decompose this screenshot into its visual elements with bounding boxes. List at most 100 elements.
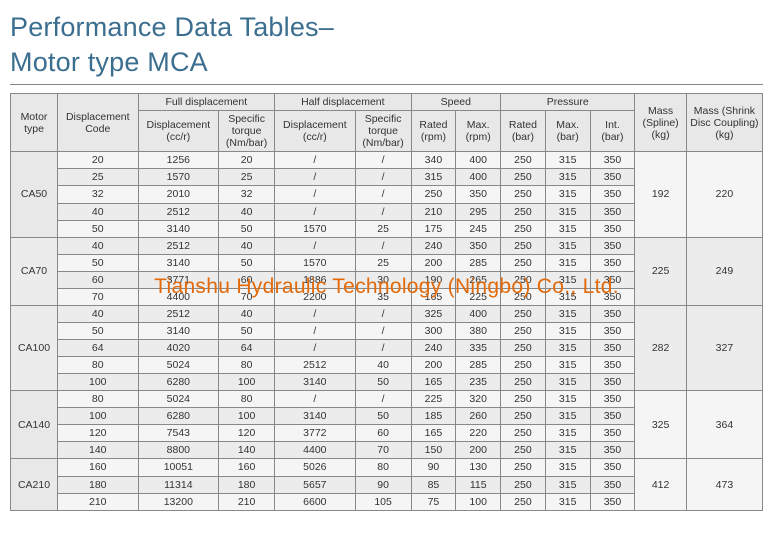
performance-table: Motor type Displacement Code Full displa… bbox=[10, 93, 763, 511]
cell-half-disp: 2200 bbox=[275, 288, 356, 305]
cell-rated-bar: 250 bbox=[501, 237, 546, 254]
cell-rated-rpm: 150 bbox=[411, 442, 456, 459]
cell-max-bar: 315 bbox=[545, 288, 590, 305]
cell-max-rpm: 400 bbox=[456, 169, 501, 186]
cell-full-torque: 50 bbox=[219, 254, 275, 271]
cell-full-torque: 210 bbox=[219, 493, 275, 510]
cell-max-bar: 315 bbox=[545, 357, 590, 374]
cell-max-bar: 315 bbox=[545, 152, 590, 169]
cell-full-torque: 20 bbox=[219, 152, 275, 169]
cell-disp-code: 50 bbox=[57, 220, 138, 237]
cell-half-torque: / bbox=[355, 152, 411, 169]
cell-rated-bar: 250 bbox=[501, 322, 546, 339]
cell-disp-code: 180 bbox=[57, 476, 138, 493]
th-rated-bar: Rated (bar) bbox=[501, 111, 546, 152]
cell-rated-bar: 250 bbox=[501, 408, 546, 425]
cell-int-bar: 350 bbox=[590, 271, 635, 288]
cell-full-torque: 60 bbox=[219, 271, 275, 288]
cell-disp-code: 80 bbox=[57, 391, 138, 408]
cell-motor-type: CA210 bbox=[11, 459, 58, 510]
cell-max-bar: 315 bbox=[545, 169, 590, 186]
cell-max-rpm: 225 bbox=[456, 288, 501, 305]
cell-max-rpm: 265 bbox=[456, 271, 501, 288]
th-max-rpm: Max. (rpm) bbox=[456, 111, 501, 152]
th-motor-type: Motor type bbox=[11, 94, 58, 152]
cell-max-bar: 315 bbox=[545, 459, 590, 476]
cell-half-torque: / bbox=[355, 169, 411, 186]
cell-half-disp: 6600 bbox=[275, 493, 356, 510]
cell-full-torque: 100 bbox=[219, 408, 275, 425]
cell-half-disp: 4400 bbox=[275, 442, 356, 459]
cell-rated-bar: 250 bbox=[501, 186, 546, 203]
cell-half-torque: / bbox=[355, 340, 411, 357]
cell-rated-rpm: 250 bbox=[411, 186, 456, 203]
th-disp-code: Displacement Code bbox=[57, 94, 138, 152]
cell-int-bar: 350 bbox=[590, 340, 635, 357]
cell-rated-rpm: 210 bbox=[411, 203, 456, 220]
cell-max-rpm: 400 bbox=[456, 152, 501, 169]
cell-max-rpm: 115 bbox=[456, 476, 501, 493]
cell-half-torque: / bbox=[355, 305, 411, 322]
cell-rated-bar: 250 bbox=[501, 374, 546, 391]
cell-max-bar: 315 bbox=[545, 493, 590, 510]
cell-rated-bar: 250 bbox=[501, 391, 546, 408]
cell-full-torque: 120 bbox=[219, 425, 275, 442]
cell-full-torque: 50 bbox=[219, 322, 275, 339]
cell-half-torque: / bbox=[355, 186, 411, 203]
cell-full-disp: 5024 bbox=[138, 391, 219, 408]
cell-disp-code: 40 bbox=[57, 203, 138, 220]
cell-half-disp: 3772 bbox=[275, 425, 356, 442]
cell-rated-rpm: 85 bbox=[411, 476, 456, 493]
table-header: Motor type Displacement Code Full displa… bbox=[11, 94, 763, 152]
cell-full-torque: 40 bbox=[219, 305, 275, 322]
cell-full-disp: 6280 bbox=[138, 408, 219, 425]
cell-mass-shrink: 220 bbox=[686, 152, 762, 237]
cell-rated-bar: 250 bbox=[501, 442, 546, 459]
cell-rated-bar: 250 bbox=[501, 288, 546, 305]
cell-max-rpm: 285 bbox=[456, 357, 501, 374]
cell-rated-bar: 250 bbox=[501, 340, 546, 357]
th-speed: Speed bbox=[411, 94, 501, 111]
cell-rated-rpm: 165 bbox=[411, 425, 456, 442]
cell-half-disp: 5026 bbox=[275, 459, 356, 476]
cell-rated-rpm: 200 bbox=[411, 254, 456, 271]
cell-full-torque: 64 bbox=[219, 340, 275, 357]
cell-rated-bar: 250 bbox=[501, 357, 546, 374]
cell-full-torque: 25 bbox=[219, 169, 275, 186]
cell-half-disp: / bbox=[275, 322, 356, 339]
table-row: CA14080502480//225320250315350325364 bbox=[11, 391, 763, 408]
cell-half-torque: 50 bbox=[355, 408, 411, 425]
cell-rated-bar: 250 bbox=[501, 152, 546, 169]
cell-full-disp: 10051 bbox=[138, 459, 219, 476]
th-pressure: Pressure bbox=[501, 94, 635, 111]
th-max-bar: Max. (bar) bbox=[545, 111, 590, 152]
table-row: CA5020125620//340400250315350192220 bbox=[11, 152, 763, 169]
cell-rated-bar: 250 bbox=[501, 476, 546, 493]
table-body: CA5020125620//34040025031535019222025157… bbox=[11, 152, 763, 510]
cell-half-torque: 60 bbox=[355, 425, 411, 442]
th-fd-torque: Specific torque (Nm/bar) bbox=[219, 111, 275, 152]
cell-max-bar: 315 bbox=[545, 254, 590, 271]
cell-int-bar: 350 bbox=[590, 152, 635, 169]
cell-full-disp: 3771 bbox=[138, 271, 219, 288]
cell-int-bar: 350 bbox=[590, 374, 635, 391]
cell-full-disp: 5024 bbox=[138, 357, 219, 374]
cell-full-disp: 13200 bbox=[138, 493, 219, 510]
cell-motor-type: CA50 bbox=[11, 152, 58, 237]
cell-half-disp: 1570 bbox=[275, 220, 356, 237]
cell-half-torque: 25 bbox=[355, 220, 411, 237]
cell-max-rpm: 100 bbox=[456, 493, 501, 510]
cell-int-bar: 350 bbox=[590, 220, 635, 237]
cell-half-disp: 1886 bbox=[275, 271, 356, 288]
cell-full-torque: 80 bbox=[219, 357, 275, 374]
cell-max-bar: 315 bbox=[545, 305, 590, 322]
cell-rated-rpm: 200 bbox=[411, 357, 456, 374]
cell-mass-shrink: 249 bbox=[686, 237, 762, 305]
th-fd-ccr: Displacement (cc/r) bbox=[138, 111, 219, 152]
cell-motor-type: CA70 bbox=[11, 237, 58, 305]
cell-max-rpm: 245 bbox=[456, 220, 501, 237]
cell-full-torque: 50 bbox=[219, 220, 275, 237]
cell-full-disp: 2010 bbox=[138, 186, 219, 203]
th-half-disp: Half displacement bbox=[275, 94, 412, 111]
cell-half-disp: 3140 bbox=[275, 408, 356, 425]
